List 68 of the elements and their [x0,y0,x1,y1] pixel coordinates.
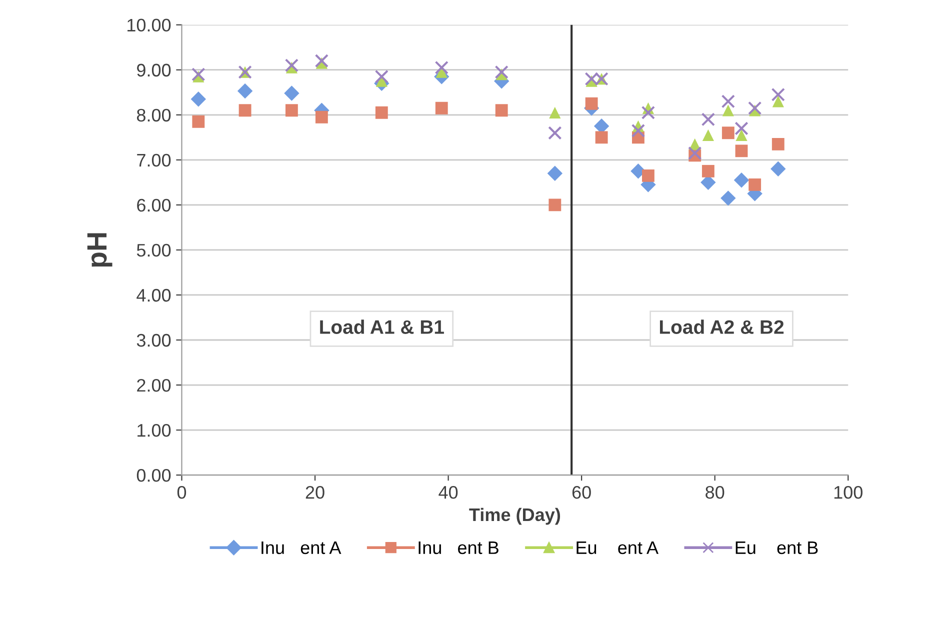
point [285,104,298,117]
point [284,58,299,72]
point [641,106,656,120]
point [595,131,608,144]
point [549,106,561,118]
point [314,54,329,68]
point [284,86,300,101]
point [734,172,750,188]
x-tick-label: 40 [438,486,458,499]
y-tick-label: 3.00 [136,334,171,347]
point [434,60,448,74]
point [720,190,736,206]
x-tick-label: 60 [572,486,591,499]
point [735,144,748,158]
point [190,92,206,107]
x-tick-label: 80 [706,486,724,499]
point [548,198,562,212]
annotation: Load A2 & B2 [660,320,784,334]
legend-label: Eu ent A [576,542,658,554]
point [688,146,702,160]
point [374,70,389,84]
legend-label: Inu ent A [262,542,342,554]
y-tick-label: 10.00 [128,18,171,32]
x-tick-label: 100 [834,486,862,499]
legend-label: Eu ent B [736,542,818,554]
point [736,129,748,141]
y-tick-label: 0.00 [136,469,171,482]
point [548,126,562,140]
point [772,138,784,150]
point [642,169,654,182]
annotation: Load A1 & B1 [320,320,444,334]
point [702,129,714,141]
point [547,166,563,182]
point [585,97,598,110]
y-tick-label: 7.00 [137,154,171,167]
point [722,126,734,140]
point [237,83,253,99]
point [701,112,716,126]
y-tick-label: 5.00 [136,244,171,257]
x-tick-label: 0 [177,486,186,499]
point [770,161,786,177]
point [631,124,646,138]
y-tick-label: 8.00 [136,108,171,122]
point [721,94,736,108]
y-tick-label: 4.00 [136,288,171,302]
y-tick-label: 6.00 [137,198,171,212]
point [702,164,714,178]
point [772,96,784,108]
x-tick-label: 20 [306,486,324,499]
point [375,106,388,119]
y-tick-label: 9.00 [137,64,171,77]
point [748,101,762,115]
point [748,178,762,191]
point [192,68,206,82]
y-tick-label: 2.00 [137,378,171,392]
y-axis-title: pH [87,233,112,267]
point [435,102,448,114]
y-tick-label: 1.00 [138,424,171,437]
point [495,104,508,117]
legend-label: Inu ent B [418,542,498,554]
point [192,115,205,128]
x-axis-title: Time (Day) [469,508,560,525]
point [771,88,786,102]
point [734,122,748,136]
point [494,65,508,79]
point [722,104,734,116]
point [315,110,328,124]
point [238,104,252,117]
